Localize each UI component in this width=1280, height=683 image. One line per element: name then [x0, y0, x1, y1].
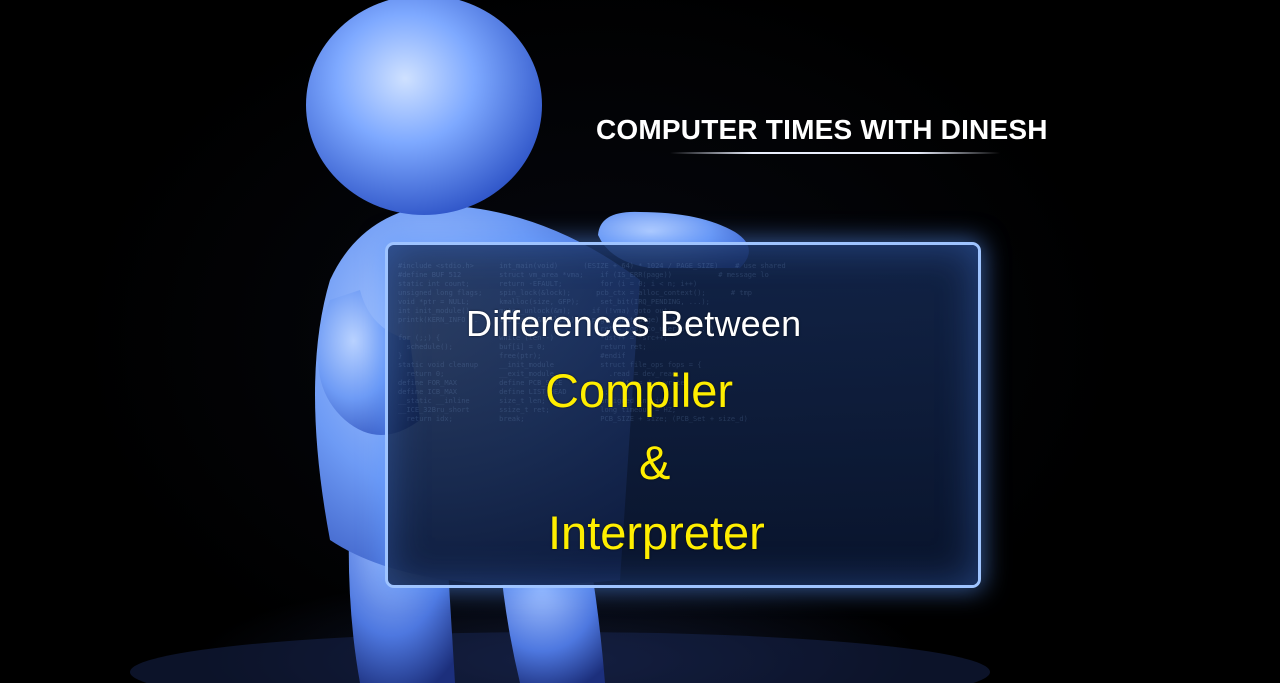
board-heading: Differences Between: [466, 303, 802, 344]
channel-title: COMPUTER TIMES WITH DINESH: [596, 114, 1048, 145]
interpreter-label: Interpreter: [548, 506, 765, 559]
compiler-label: Compiler: [545, 364, 734, 417]
channel-title-underline: [670, 152, 1000, 154]
ampersand-label: &: [639, 436, 671, 489]
right-leg: [500, 560, 605, 683]
signboard: #include <stdio.h> int_main(void) (ESIZE…: [388, 245, 978, 585]
head: [306, 0, 542, 215]
